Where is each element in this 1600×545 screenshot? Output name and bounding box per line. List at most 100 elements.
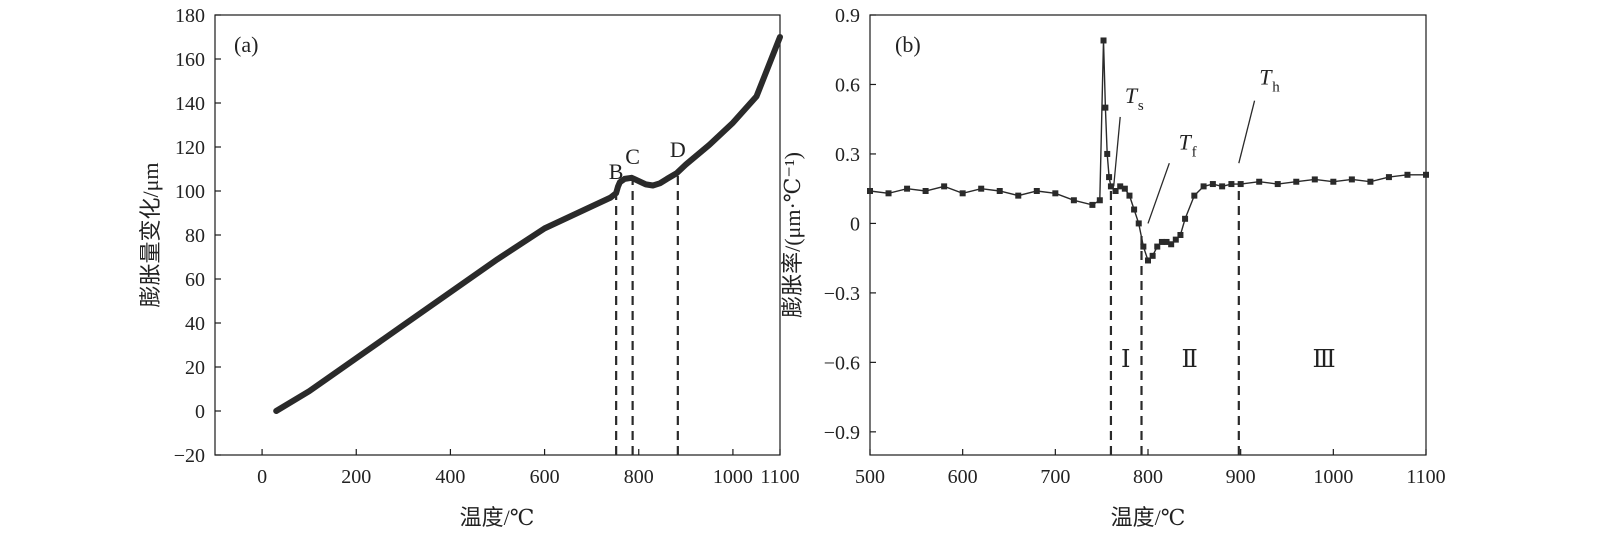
chart-b-xtick-label: 700 <box>1040 466 1070 488</box>
chart-b-xtick-label: 1000 <box>1313 466 1353 488</box>
chart-b-xtick-label: 500 <box>855 466 885 488</box>
chart-b-vlines <box>1109 184 1240 455</box>
chart-a-panel-label: (a) <box>234 32 258 57</box>
chart-b-xticks: 500 600 700 800 900 1000 1100 <box>855 449 1446 488</box>
chart-b-data-point <box>1311 176 1318 183</box>
chart-b-data-point <box>1089 201 1096 208</box>
chart-b-region-label: Ⅱ <box>1182 347 1198 373</box>
chart-a-ytick-label: 160 <box>175 49 205 71</box>
chart-a: 0 200 400 600 800 1000 1100 −20 0 20 40 60 80 100 120… <box>138 5 800 530</box>
chart-b-xtick-label: 800 <box>1133 466 1163 488</box>
chart-b-series-line <box>869 40 1426 262</box>
chart-a-ytick-label: 180 <box>175 5 205 27</box>
chart-b-data-point <box>1112 188 1119 194</box>
chart-a-xtick-label: 1100 <box>760 466 799 488</box>
chart-b-data-point <box>1033 188 1040 194</box>
chart-b-data-point <box>1145 257 1151 264</box>
chart-b-annotation-subscript: h <box>1272 79 1280 95</box>
chart-b-data-point <box>1168 241 1175 248</box>
chart-b-xtick-label: 1100 <box>1406 466 1445 488</box>
chart-b-data-point <box>1104 150 1111 157</box>
chart-a-xtick-label: 600 <box>530 466 560 488</box>
chart-b-data-point <box>996 188 1003 194</box>
chart-b-data-point <box>1106 174 1113 181</box>
chart-a-xtick-label: 800 <box>624 466 654 488</box>
chart-b-data-point <box>922 188 929 194</box>
chart-b-annotation-subscript: s <box>1138 98 1144 114</box>
chart-a-vlines <box>615 171 679 455</box>
chart-b-data-point <box>1135 220 1142 227</box>
chart-b: 500 600 700 800 900 1000 1100 −0.9 −0.6 −0.3 0 0.3… <box>780 5 1446 530</box>
chart-a-ytick-label: 140 <box>175 93 205 115</box>
chart-b-data-point <box>1256 178 1263 185</box>
chart-b-data-point <box>1182 215 1189 222</box>
chart-b-xtick-label: 600 <box>948 466 978 488</box>
chart-a-xticks: 0 200 400 600 800 1000 1100 <box>257 449 800 488</box>
chart-b-data-point <box>1219 183 1226 190</box>
chart-b-data-point <box>1070 197 1077 204</box>
chart-b-data-point <box>1121 185 1128 192</box>
chart-b-annotation-leader <box>1113 116 1121 187</box>
chart-a-yticks: −20 0 20 40 60 80 100 120 140 160 180 <box>174 5 221 467</box>
chart-b-annotation-label: T <box>1125 83 1139 108</box>
chart-b-frame <box>869 14 1427 456</box>
chart-b-ylabel: 膨胀率/(μm·℃⁻¹) <box>780 152 805 318</box>
chart-a-ytick-label: 40 <box>185 313 205 335</box>
chart-a-point-label: C <box>625 144 640 169</box>
chart-a-ytick-label: 60 <box>185 269 205 291</box>
chart-b-data-point <box>1052 190 1059 197</box>
chart-a-point-labels: BC D <box>609 137 686 184</box>
chart-b-xtick-label: 900 <box>1226 466 1256 488</box>
chart-b-ytick-label: 0.9 <box>835 5 860 27</box>
chart-b-data-point <box>1158 238 1165 245</box>
chart-a-ytick-label: 80 <box>185 225 205 247</box>
chart-b-data-point <box>978 185 985 192</box>
chart-b-region-label: Ⅲ <box>1312 347 1335 373</box>
chart-a-ylabel: 膨胀量变化/μm <box>138 162 163 307</box>
chart-b-data-point <box>1100 37 1107 44</box>
chart-b-data-point <box>1140 243 1147 250</box>
chart-a-xtick-label: 400 <box>435 466 465 488</box>
chart-b-yticks: −0.9 −0.6 −0.3 0 0.3 0.6 0.9 <box>824 5 876 444</box>
chart-b-series-points <box>867 37 1429 264</box>
chart-b-data-point <box>1154 243 1161 250</box>
chart-b-data-point <box>885 190 892 197</box>
chart-b-xlabel: 温度/℃ <box>1111 505 1186 530</box>
chart-b-data-point <box>1149 252 1156 259</box>
chart-b-data-point <box>1200 183 1207 190</box>
chart-b-data-point <box>904 185 911 192</box>
chart-b-annotation-label: T <box>1259 64 1273 89</box>
chart-a-ytick-label: 0 <box>195 401 205 423</box>
chart-b-data-point <box>1117 183 1124 190</box>
chart-b-annotation-leader <box>1238 100 1256 164</box>
chart-b-data-point <box>1126 192 1133 199</box>
chart-b-ytick-label: 0.3 <box>835 144 860 166</box>
chart-a-xtick-label: 0 <box>257 466 267 488</box>
chart-a-ytick-label: 20 <box>185 357 205 379</box>
chart-a-point-label: B <box>609 159 624 184</box>
chart-b-data-point <box>1274 181 1281 188</box>
chart-b-data-point <box>1163 238 1170 245</box>
chart-b-data-point <box>1293 178 1300 185</box>
chart-b-ytick-label: 0.6 <box>835 74 860 96</box>
chart-b-data-point <box>1423 171 1429 178</box>
chart-b-panel-label: (b) <box>895 32 921 57</box>
chart-b-data-point <box>867 188 873 194</box>
chart-a-frame <box>214 14 781 456</box>
chart-b-data-point <box>1131 206 1138 213</box>
chart-b-data-point <box>1404 171 1411 178</box>
chart-b-ytick-label: −0.6 <box>824 352 860 374</box>
chart-a-xlabel: 温度/℃ <box>460 505 535 530</box>
chart-b-data-point <box>1015 192 1022 199</box>
chart-b-data-point <box>1237 181 1244 188</box>
chart-b-data-point <box>1348 176 1355 183</box>
chart-b-data-point <box>959 190 966 197</box>
chart-b-data-point <box>1107 183 1114 190</box>
chart-b-data-point <box>1172 236 1179 243</box>
chart-b-annotation-label: T <box>1179 129 1193 154</box>
chart-a-xtick-label: 200 <box>341 466 371 488</box>
chart-b-data-point <box>1191 192 1198 199</box>
chart-a-xtick-label: 1000 <box>713 466 753 488</box>
